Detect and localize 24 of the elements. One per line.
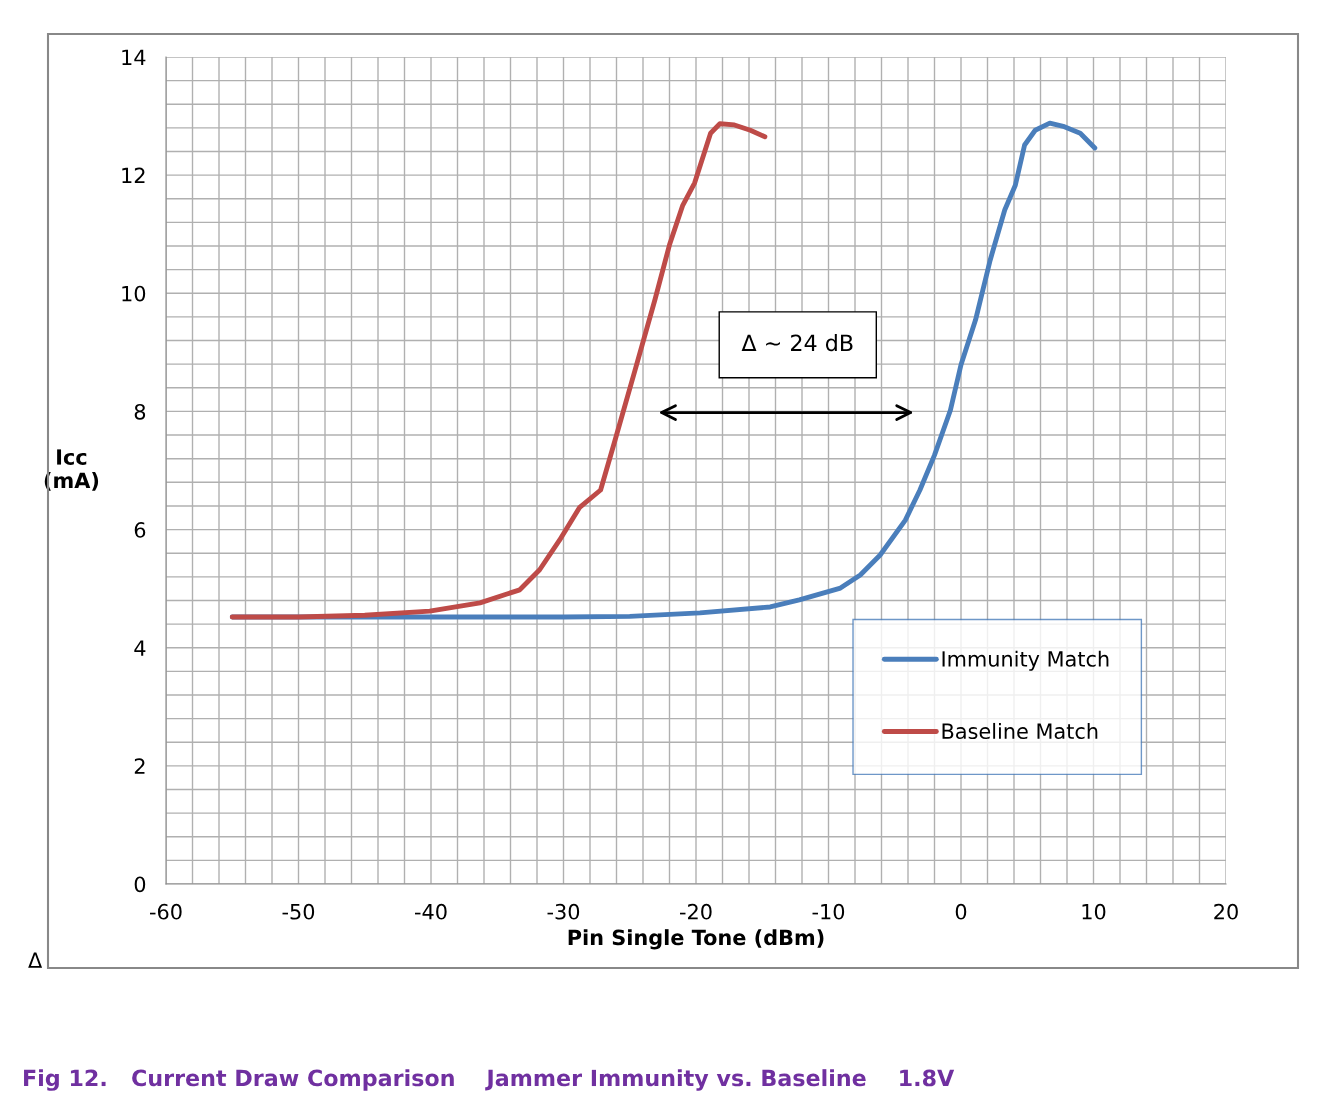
legend-label: Baseline Match (942, 722, 1098, 740)
x-tick-label: -20 (680, 903, 712, 920)
y-tick-label: 4 (134, 640, 146, 656)
x-tick-label: 10 (1082, 903, 1106, 920)
text: Δ (28, 952, 43, 968)
x-axis-title: Pin Single Tone (dBm) (568, 929, 824, 950)
text: Fig 12. Current Draw Comparison Jammer Immunity vs. Baseline 1.8V (24, 1069, 955, 1091)
y-tick-label: 2 (134, 758, 145, 774)
y-tick-label: 14 (122, 49, 146, 65)
y-tick-label: 10 (122, 285, 146, 302)
x-tick-label: 0 (955, 903, 967, 920)
x-tick-label: -40 (415, 903, 447, 920)
y-tick-label: 8 (134, 403, 146, 420)
x-tick-label: -10 (812, 903, 845, 920)
x-tick-label: -50 (282, 903, 315, 920)
x-tick-label: -60 (150, 903, 182, 920)
annotation: Δ ~ 24 dB (741, 334, 853, 352)
x-tick-label: 20 (1214, 903, 1238, 920)
legend-label: Immunity Match (942, 650, 1109, 671)
x-tick-label: -30 (547, 903, 580, 920)
line-series (229, 121, 768, 620)
y-tick-label: 12 (122, 167, 145, 184)
y-tick-label: 6 (134, 522, 146, 538)
y-tick-label: 0 (134, 876, 146, 893)
